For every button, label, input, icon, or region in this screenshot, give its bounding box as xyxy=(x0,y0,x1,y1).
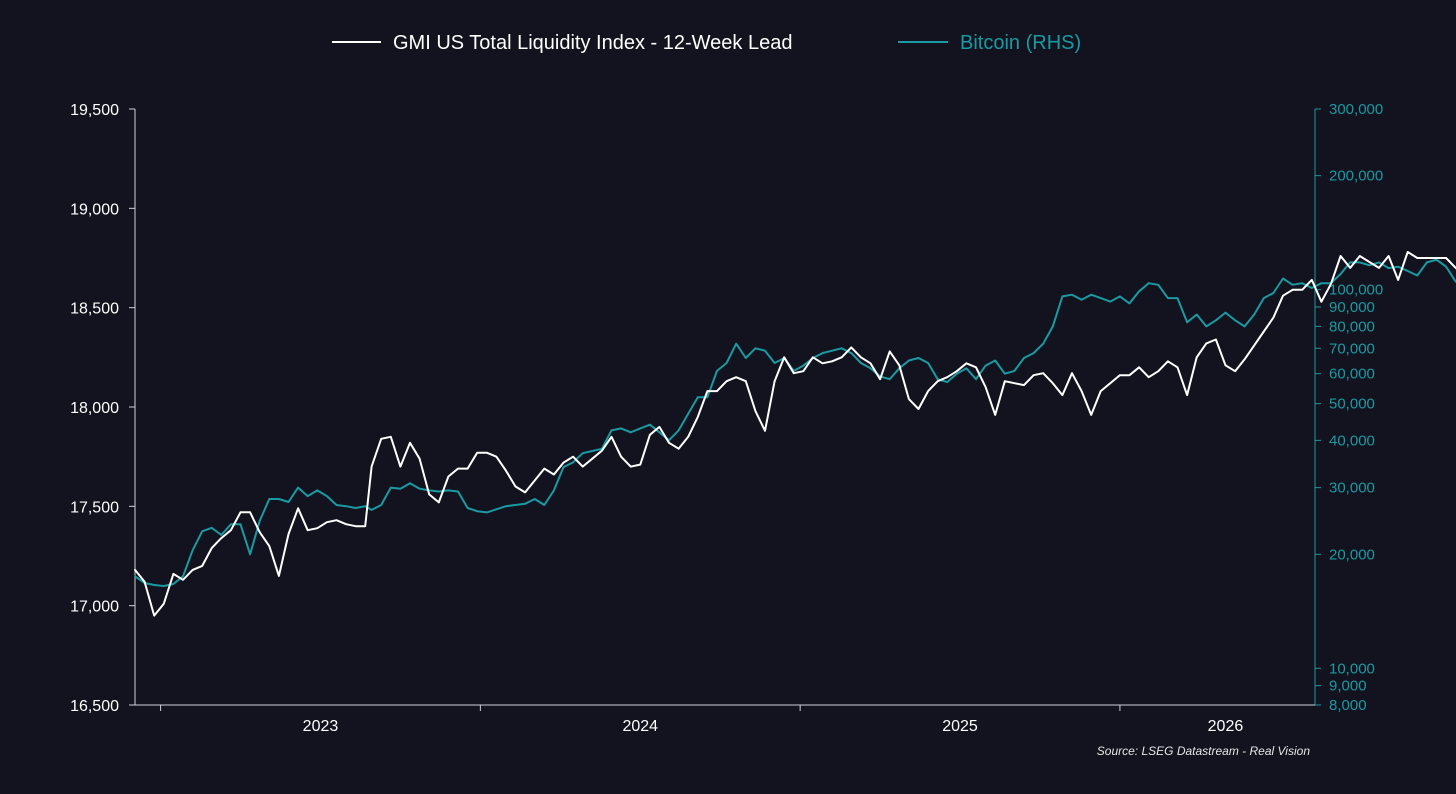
right-tick-label: 300,000 xyxy=(1329,101,1383,118)
left-tick-label: 17,000 xyxy=(70,599,119,616)
right-tick-label: 200,000 xyxy=(1329,168,1383,185)
series-layer xyxy=(134,251,1456,617)
x-tick-label: 2025 xyxy=(942,718,978,735)
right-tick-label: 10,000 xyxy=(1329,660,1375,677)
right-tick-label: 8,000 xyxy=(1329,697,1367,714)
right-tick-label: 70,000 xyxy=(1329,340,1375,357)
legend-label-bitcoin: Bitcoin (RHS) xyxy=(960,32,1081,54)
left-tick-label: 16,500 xyxy=(70,698,119,715)
source-note: Source: LSEG Datastream - Real Vision xyxy=(1097,744,1311,758)
left-tick-label: 19,000 xyxy=(70,201,119,218)
x-axis-ticks: 2023 2024 2025 2026 xyxy=(160,705,1244,735)
right-tick-label: 30,000 xyxy=(1329,480,1375,497)
left-tick-label: 18,500 xyxy=(70,301,119,318)
left-y-axis-ticks: 16,500 17,000 17,500 18,000 18,500 19,000 19,5… xyxy=(70,102,135,715)
x-tick-label: 2024 xyxy=(622,718,658,735)
right-tick-label: 90,000 xyxy=(1329,299,1375,316)
legend-label-liquidity: GMI US Total Liquidity Index - 12-Week L… xyxy=(393,32,792,54)
right-tick-label: 20,000 xyxy=(1329,546,1375,563)
bitcoin-line xyxy=(134,258,1456,587)
right-tick-label: 9,000 xyxy=(1329,678,1367,695)
left-tick-label: 17,500 xyxy=(70,499,119,516)
legend: GMI US Total Liquidity Index - 12-Week L… xyxy=(332,32,1081,54)
right-tick-label: 60,000 xyxy=(1329,366,1375,383)
left-tick-label: 18,000 xyxy=(70,400,119,417)
x-tick-label: 2023 xyxy=(303,718,339,735)
right-tick-label: 80,000 xyxy=(1329,318,1375,335)
right-tick-label: 40,000 xyxy=(1329,432,1375,449)
right-tick-label: 50,000 xyxy=(1329,396,1375,413)
axes xyxy=(134,109,1316,706)
right-tick-label: 100,000 xyxy=(1329,282,1383,299)
left-tick-label: 19,500 xyxy=(70,102,119,119)
liquidity-index-line xyxy=(134,251,1456,617)
x-tick-label: 2026 xyxy=(1208,718,1244,735)
